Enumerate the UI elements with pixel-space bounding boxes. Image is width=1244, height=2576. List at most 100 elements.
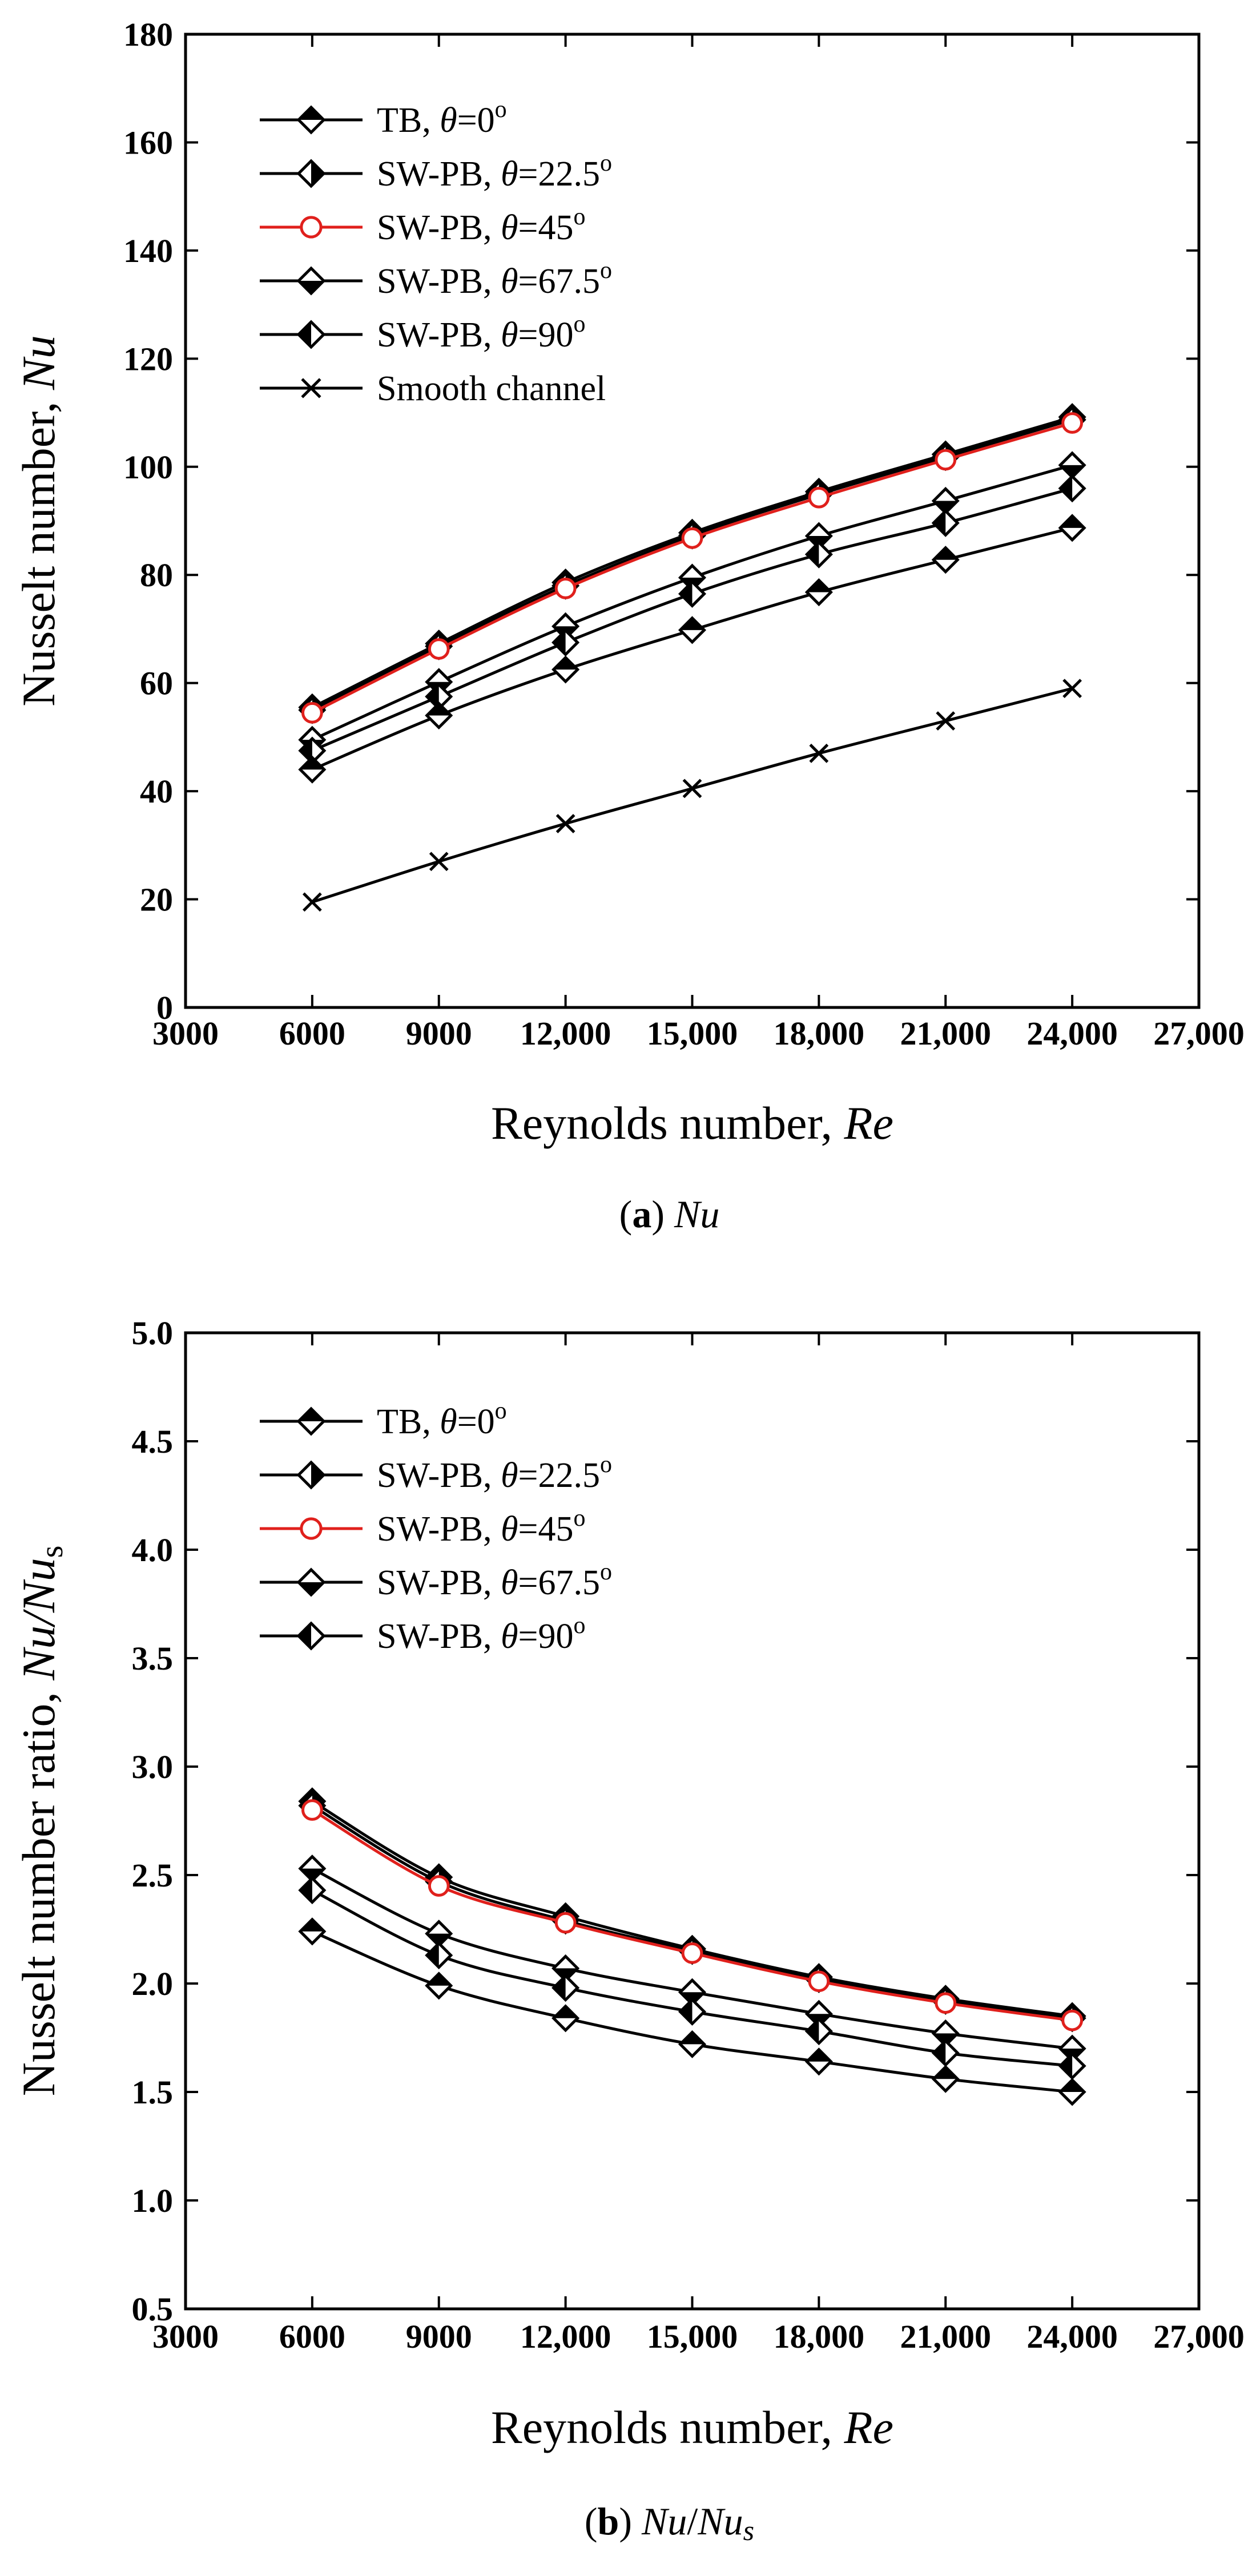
x-axis-label: Reynolds number, Re [491,2401,893,2453]
legend-marker [296,1621,326,1651]
legend-label: SW-PB, θ=45o [377,1505,586,1549]
data-point [554,578,577,599]
y-tick-label: 20 [140,881,173,918]
x-tick-label: 6000 [279,2318,345,2355]
data-point [678,616,707,644]
legend-marker [296,1567,326,1597]
x-tick-label: 21,000 [900,2318,992,2355]
y-tick-label: 3.0 [132,1748,174,1785]
legend-entry: SW-PB, θ=22.5o [260,150,612,193]
data-point [1058,474,1086,503]
data-point [678,2030,707,2058]
data-point [1058,2051,1086,2080]
x-tick-label: 24,000 [1026,1015,1118,1052]
legend-label: Smooth channel [377,369,606,408]
y-tick-label: 40 [140,773,173,810]
x-tick-label: 15,000 [647,1015,738,1052]
y-tick-label: 140 [123,232,173,269]
x-tick-label: 9000 [406,2318,472,2355]
legend-label: SW-PB, θ=67.5o [377,257,612,301]
y-tick-label: 3.5 [132,1640,174,1677]
y-tick-label: 80 [140,557,173,594]
legend-marker [301,378,321,398]
data-point [804,2017,833,2046]
data-point [804,578,833,607]
legend-marker [296,1406,326,1436]
legend-entry: SW-PB, θ=90o [260,1612,586,1656]
x-tick-label: 3000 [152,2318,219,2355]
x-axis-label: Reynolds number, Re [491,1097,893,1149]
data-point [301,702,323,724]
legend-label: TB, θ=0o [377,1398,507,1441]
x-tick-label: 3000 [152,1015,219,1052]
series-2 [301,1799,1084,2031]
data-point [555,814,575,833]
data-point [931,546,960,574]
data-point [931,509,960,537]
data-point [681,1942,703,1964]
y-tick-label: 4.5 [132,1423,174,1460]
data-point [551,2004,580,2033]
data-point [1062,679,1082,699]
series-4 [298,1876,1086,2080]
y-tick-label: 5.0 [132,1315,174,1352]
legend-label: TB, θ=0o [377,96,507,140]
data-point [425,701,453,730]
data-point [298,755,327,784]
legend-marker [296,1460,326,1490]
data-point [1058,514,1086,542]
data-point [931,2065,960,2093]
data-point [936,711,956,731]
legend-label: SW-PB, θ=67.5o [377,1559,612,1602]
data-point [302,892,322,912]
data-point [428,638,450,660]
chart-a: 0 20 40 60 80 100 120 140 160 180 3000 6000 9000 12,0… [13,16,1244,1236]
y-tick-label: 0 [156,989,173,1026]
data-point [425,1941,453,1970]
y-tick-label: 2.5 [132,1857,174,1894]
y-tick-label: 2.0 [132,1965,174,2002]
legend-entry: Smooth channel [260,369,606,408]
x-tick-label: 27,000 [1153,1015,1244,1052]
data-point [298,1876,327,1905]
x-tick-label: 15,000 [647,2318,738,2355]
legend-entry: TB, θ=0o [260,1398,507,1441]
data-point [551,655,580,684]
y-axis-label: Nusselt number, Nu [13,335,65,706]
series-3 [298,451,1086,754]
legend: TB, θ=0o SW-PB, θ=22.5o SW-PB, θ=45o SW-PB,… [260,96,612,408]
legend-marker [296,105,326,135]
x-tick-label: 6000 [279,1015,345,1052]
legend-label: SW-PB, θ=90o [377,311,586,354]
data-point [678,1997,707,2026]
legend-marker [296,266,326,296]
y-tick-label: 180 [123,16,173,53]
data-point [681,527,703,549]
x-tick-label: 18,000 [774,2318,865,2355]
data-point [301,1799,323,1821]
legend-label: SW-PB, θ=22.5o [377,1452,612,1495]
data-point [1058,451,1086,479]
data-point [1061,412,1084,434]
x-tick-label: 24,000 [1026,2318,1118,2355]
x-tick-label: 18,000 [774,1015,865,1052]
data-point [935,449,957,471]
figure-caption: (b) Nu/Nus [585,2500,754,2546]
legend-entry: SW-PB, θ=67.5o [260,1559,612,1602]
data-point [551,1974,580,2002]
data-point [551,628,580,657]
data-point [678,579,707,608]
legend-marker [296,320,326,349]
chart-b: 0.5 1.0 1.5 2.0 2.5 3.0 3.5 4.0 4.5 5.0 3000 6000 90… [13,1315,1244,2546]
legend-entry: SW-PB, θ=45o [260,204,586,247]
legend: TB, θ=0o SW-PB, θ=22.5o SW-PB, θ=45o SW-PB,… [260,1398,612,1656]
x-tick-label: 27,000 [1153,2318,1244,2355]
data-point [804,2047,833,2076]
x-tick-label: 12,000 [520,1015,611,1052]
data-point [1061,2009,1084,2031]
y-tick-label: 1.5 [132,2074,174,2111]
x-tick-label: 21,000 [900,1015,992,1052]
data-point [809,743,829,763]
x-tick-label: 9000 [406,1015,472,1052]
